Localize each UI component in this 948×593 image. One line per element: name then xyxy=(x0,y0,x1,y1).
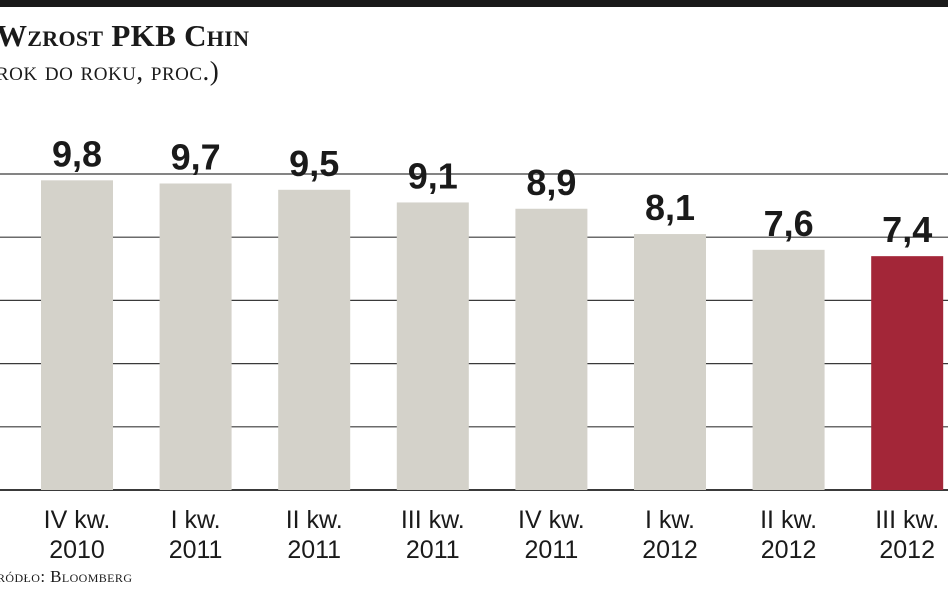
bar xyxy=(752,249,825,490)
chart-title: Wzrost PKB Chin xyxy=(0,18,250,53)
x-tick-label: III kw. xyxy=(875,506,939,534)
bar-value-label: 9,5 xyxy=(289,143,339,184)
bar xyxy=(41,180,113,490)
bar-value-label: 7,4 xyxy=(882,209,932,250)
bar xyxy=(515,208,588,490)
x-tick-label: III kw. xyxy=(401,506,465,534)
bar-value-label: 7,6 xyxy=(764,203,814,244)
bar xyxy=(871,256,944,490)
x-tick-label: II kw. xyxy=(286,506,343,534)
top-rule xyxy=(0,0,948,7)
x-tick-label: 2012 xyxy=(879,536,935,564)
bar-value-label: 8,1 xyxy=(645,187,695,228)
bar-value-label: 9,7 xyxy=(171,136,221,177)
x-tick-label: 2012 xyxy=(642,536,698,564)
x-tick-label: 2011 xyxy=(287,536,341,564)
x-tick-label: I kw. xyxy=(171,506,221,534)
x-tick-label: 2012 xyxy=(761,536,817,564)
x-tick-label: 2011 xyxy=(525,536,579,564)
x-tick-label: IV kw. xyxy=(518,506,585,534)
x-tick-label: I kw. xyxy=(645,506,695,534)
x-tick-label: 2011 xyxy=(406,536,460,564)
x-tick-label: 2011 xyxy=(169,536,223,564)
bar-value-label: 9,8 xyxy=(52,133,102,174)
bar xyxy=(159,183,232,491)
x-tick-label: II kw. xyxy=(760,506,817,534)
bar-value-label: 9,1 xyxy=(408,155,458,196)
source-note: ródło: Bloomberg xyxy=(0,567,133,586)
bar xyxy=(634,234,706,490)
chart-subtitle: rok do roku, proc.) xyxy=(0,56,220,86)
x-tick-label: IV kw. xyxy=(44,506,111,534)
x-tick-label: 2010 xyxy=(49,536,105,564)
bar-value-label: 8,9 xyxy=(526,162,576,203)
bar xyxy=(278,189,351,491)
bar xyxy=(396,202,469,490)
